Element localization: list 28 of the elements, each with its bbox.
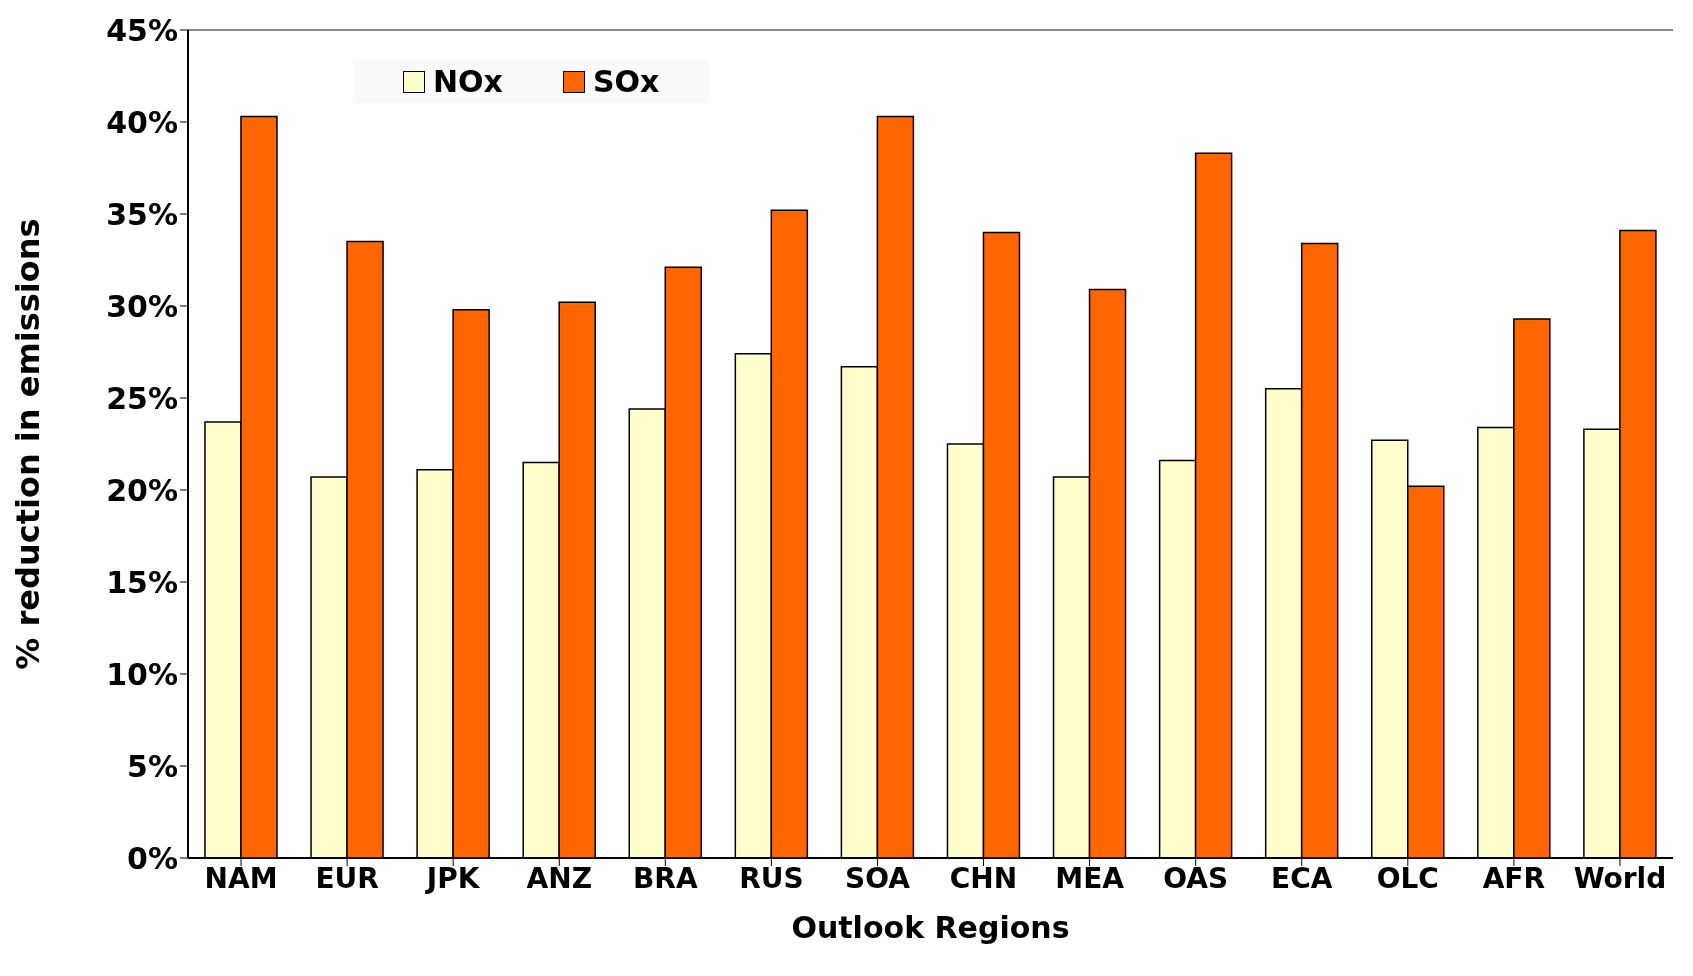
- x-tick-label: OLC: [1376, 861, 1439, 895]
- y-tick-label: 45%: [106, 12, 178, 48]
- x-tick-label: ECA: [1271, 861, 1333, 895]
- y-tick-label: 10%: [106, 656, 178, 692]
- y-tick-label: 15%: [106, 564, 178, 600]
- x-tick-label: CHN: [949, 861, 1018, 895]
- x-tick-label: OAS: [1163, 861, 1229, 895]
- y-tick-label: 30%: [106, 288, 178, 324]
- x-tick-label: BRA: [633, 861, 698, 895]
- x-axis-title: Outlook Regions: [791, 910, 1070, 945]
- x-tick-label: EUR: [315, 861, 379, 895]
- x-tick-label: RUS: [739, 861, 804, 895]
- y-tick-label: 35%: [106, 196, 178, 232]
- y-tick-label: 40%: [106, 104, 178, 140]
- x-tick-label: SOA: [845, 861, 911, 895]
- legend-label: NOx: [433, 64, 503, 99]
- legend-label: SOx: [592, 64, 660, 99]
- y-tick-label: 25%: [106, 380, 178, 416]
- y-tick-label: 5%: [127, 748, 178, 784]
- y-tick-label: 20%: [106, 472, 178, 508]
- y-axis-title: % reduction in emissions: [9, 218, 48, 670]
- x-tick-label: MEA: [1055, 861, 1125, 895]
- x-tick-label: NAM: [204, 861, 278, 895]
- x-tick-label: World: [1573, 861, 1667, 895]
- x-tick-label: JPK: [424, 861, 481, 895]
- x-tick-label: AFR: [1482, 861, 1546, 895]
- y-tick-label: 0%: [127, 840, 178, 876]
- x-tick-label: ANZ: [526, 861, 592, 895]
